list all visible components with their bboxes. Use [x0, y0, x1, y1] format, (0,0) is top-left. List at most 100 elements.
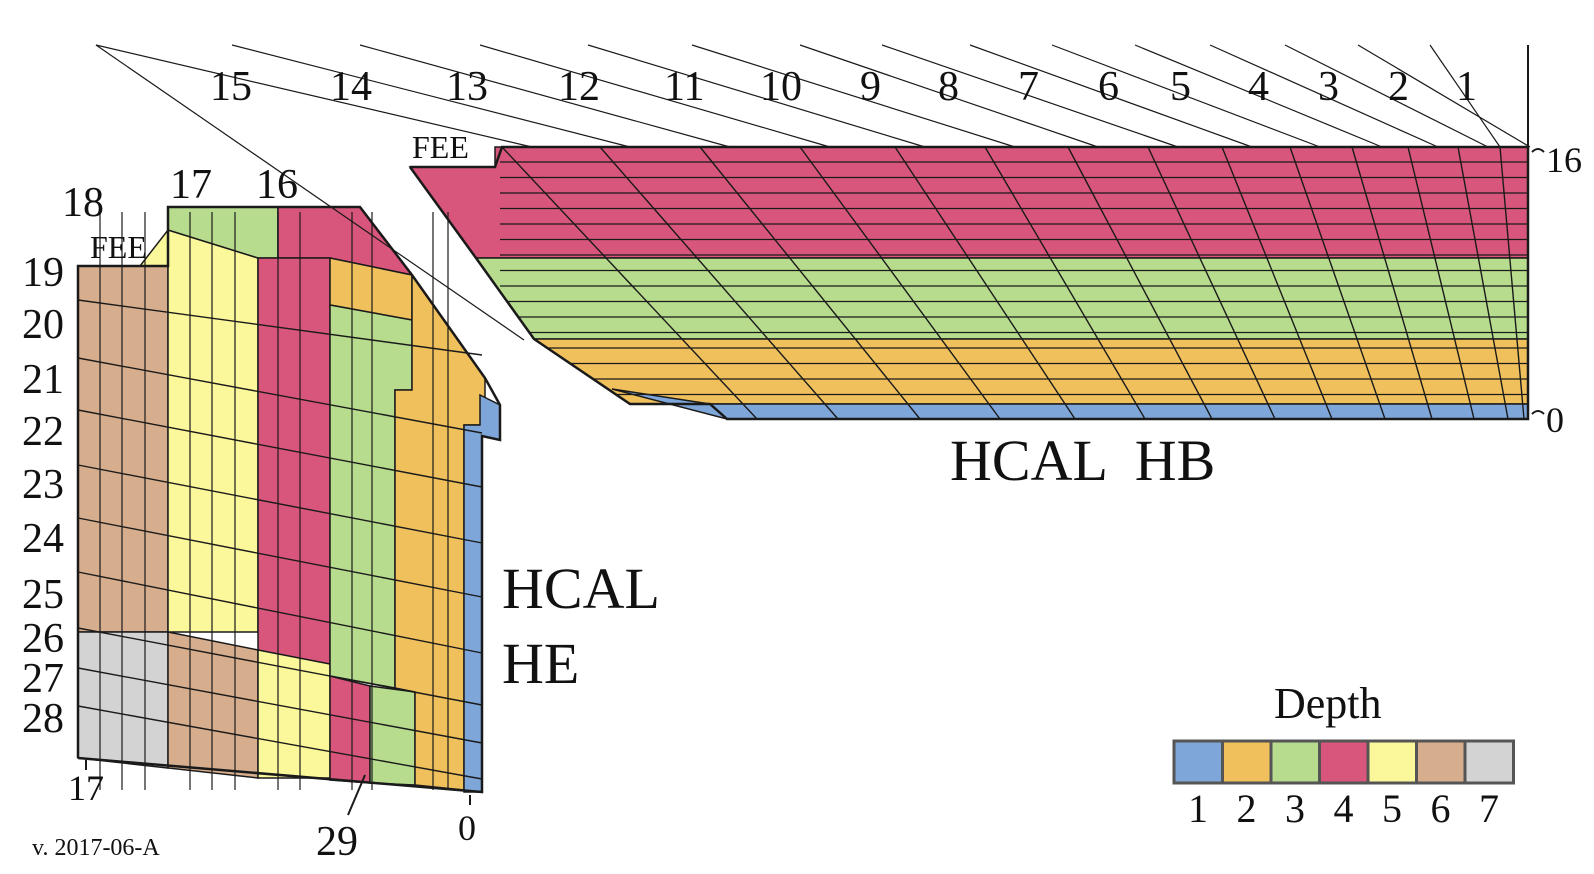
he-tower-label: 27 [22, 656, 64, 702]
he-bottom-right-label: 0 [458, 808, 476, 848]
eta-projection-line [799, 44, 1099, 148]
he-bottom-mid-label: 29 [316, 819, 358, 865]
hb-tower-boundary [1457, 146, 1509, 420]
he-tower-label: 16 [256, 162, 298, 208]
hb-tower-label: 15 [210, 64, 252, 110]
hb-tower-boundary [1289, 146, 1386, 420]
legend-label: 1 [1188, 786, 1208, 831]
eta-projection-line [587, 44, 926, 148]
eta-projection-line [691, 44, 1016, 148]
he-tower-label: 26 [22, 616, 64, 662]
hb-tower-label: 8 [938, 64, 959, 110]
he-tower-label: 20 [22, 302, 64, 348]
hb-tower-label: 13 [446, 64, 488, 110]
legend-label: 5 [1382, 786, 1402, 831]
he-depth-4-region [257, 257, 331, 665]
he-tower-label: 19 [22, 250, 64, 296]
hb-tower-boundary [699, 146, 921, 420]
he-tower-label: 23 [22, 462, 64, 508]
eta-projection-line [95, 44, 533, 148]
eta-projection-line [881, 44, 1179, 148]
hb-tower-boundary [894, 146, 1076, 420]
hb-tower-boundaries [501, 146, 1525, 420]
he-tower-boundary [77, 409, 483, 488]
he-tower-boundaries [77, 299, 483, 780]
he-fills [77, 206, 501, 793]
hb-tower-label: 12 [558, 64, 600, 110]
eta-projection-lines [95, 44, 1531, 341]
hb-tower-label: 11 [664, 64, 704, 110]
hb-tower-label: 9 [860, 64, 881, 110]
hb-tower-boundary [1499, 146, 1525, 420]
hb-tower-label: 3 [1318, 64, 1339, 110]
hb-tower-label: 4 [1248, 64, 1269, 110]
legend-label: 4 [1334, 786, 1354, 831]
he-tower-label: 21 [22, 357, 64, 403]
eta-projection-line [1134, 44, 1383, 148]
hb-tower-boundary [1407, 146, 1475, 420]
he-depth-6-region [77, 265, 169, 633]
hb-section [408, 45, 1545, 421]
he-layer-lines [99, 212, 449, 790]
he-tower-boundary [77, 571, 483, 654]
hb-tower-label: 2 [1388, 64, 1409, 110]
eta-projection-line [1051, 44, 1321, 148]
hb-layer-lines [500, 161, 1528, 396]
hb-outline [408, 145, 1530, 421]
hb-tower-boundary [984, 146, 1146, 420]
hb-layer-16-label: 16 [1546, 140, 1582, 180]
legend-title: Depth [1274, 679, 1382, 728]
he-tower-label: 24 [22, 516, 64, 562]
legend-label: 7 [1479, 786, 1499, 831]
legend-swatch-depth-5 [1366, 739, 1418, 785]
eta-projection-line [1209, 44, 1439, 148]
he-title-line2: HE [502, 631, 579, 696]
hb-depth-4-band [408, 146, 1529, 259]
he-tower-boundary [77, 667, 483, 744]
he-tower-boundary [77, 627, 483, 706]
hb-tower-label: 5 [1170, 64, 1191, 110]
eta-projection-line [479, 44, 831, 148]
hb-tower-label: 10 [760, 64, 802, 110]
eta-projection-line [969, 44, 1253, 148]
he-tower-boundary [77, 357, 483, 434]
eta-projection-line [1429, 44, 1501, 148]
he-tower-boundary [77, 517, 483, 598]
legend-swatch-depth-1 [1172, 739, 1224, 785]
he-tower-boundary [77, 299, 483, 356]
hb-tower-label: 7 [1018, 64, 1039, 110]
hb-tower-label: 6 [1098, 64, 1119, 110]
hb-fills [408, 146, 1529, 420]
he-depth-3-lower [369, 685, 416, 786]
legend-label: 2 [1237, 786, 1257, 831]
legend-swatch-depth-2 [1221, 739, 1273, 785]
hb-fee-label: FEE [412, 129, 469, 165]
hb-tower-boundary [1221, 146, 1333, 420]
he-bottom-mid-tick [347, 774, 366, 816]
he-depth-5-region [167, 228, 259, 633]
hb-tower-boundary [1147, 146, 1276, 420]
he-title-line1: HCAL [502, 556, 660, 621]
he-tower-boundary [77, 705, 483, 780]
he-tower-label: 17 [170, 162, 212, 208]
legend-label: 3 [1285, 786, 1305, 831]
he-tower-label: 18 [62, 180, 104, 226]
he-section [76, 205, 502, 794]
hb-tower-boundary [1351, 146, 1433, 420]
hb-title: HCAL HB [950, 428, 1215, 493]
hb-tower-number-labels: 15 14 13 12 11 10 9 8 7 6 5 4 3 2 1 [210, 64, 1477, 110]
hb-tower-boundary [599, 146, 839, 420]
eta-projection-line [1284, 44, 1489, 148]
eta-projection-line [95, 44, 525, 341]
he-depth-7-region [77, 631, 169, 769]
legend-swatch-depth-6 [1415, 739, 1467, 785]
hb-layer-0-label: 0 [1546, 400, 1564, 440]
he-depth-4-lower [329, 675, 371, 784]
he-fee-label: FEE [90, 229, 147, 265]
legend-swatches [1172, 739, 1515, 785]
hb-bottom-tick [1531, 410, 1545, 415]
